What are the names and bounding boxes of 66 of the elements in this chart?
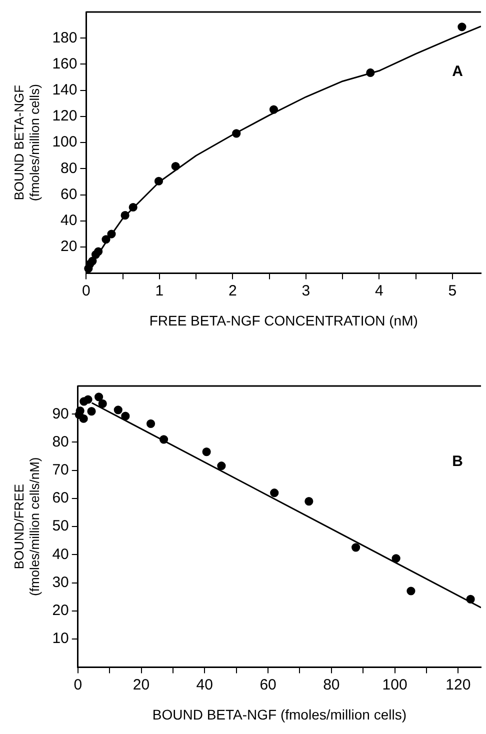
point (217, 462, 226, 470)
y-tick-label: 80 (60, 160, 78, 177)
point (79, 414, 88, 423)
x-tick-label: 4 (375, 282, 384, 300)
x-tick-label: 1 (155, 282, 164, 300)
y-tick-label: 90 (52, 405, 69, 422)
point (102, 235, 110, 244)
x-tick-label: 0 (82, 282, 90, 300)
y-tick-label: 100 (52, 134, 78, 151)
point (94, 247, 103, 256)
point (84, 395, 92, 404)
x-tick-label: 20 (132, 676, 150, 694)
y-tick-label: 60 (52, 490, 69, 507)
x-tick-label: 80 (323, 676, 340, 694)
y-tick-label: 30 (52, 574, 69, 591)
point (146, 419, 156, 428)
y-tick-label: 20 (52, 602, 69, 620)
annotation: B (452, 453, 464, 470)
point (202, 448, 211, 456)
point (392, 554, 400, 563)
y-tick-label: 140 (52, 82, 78, 98)
y-tick-label: 40 (52, 546, 69, 563)
point (121, 412, 130, 420)
y-tick-label: 180 (52, 29, 78, 46)
x-tick-label: 100 (382, 676, 408, 694)
point (88, 256, 97, 266)
point (466, 594, 475, 604)
x-tick-label: 40 (196, 676, 213, 694)
x-axis-title: FREE BETA-NGF CONCENTRATION (nM) (149, 312, 418, 328)
point (159, 435, 168, 444)
point (171, 162, 180, 171)
x-tick-label: 60 (260, 676, 276, 694)
point (120, 211, 130, 220)
point (458, 22, 466, 32)
point (128, 202, 138, 212)
x-tick-label: 2 (228, 282, 237, 300)
y-tick-label: 70 (52, 462, 69, 478)
x-tick-label: 120 (446, 676, 471, 694)
point (154, 176, 164, 186)
x-tick-label: 3 (302, 282, 310, 300)
point (304, 496, 314, 506)
point (232, 129, 241, 138)
y-tick-label: 60 (60, 186, 78, 203)
point (114, 406, 122, 414)
x-tick-label: 5 (448, 282, 457, 300)
y-tick-label: 120 (52, 108, 78, 125)
y-tick-label: 160 (52, 55, 78, 72)
point (269, 105, 278, 114)
y-tick-label: 50 (52, 518, 69, 535)
point (107, 230, 116, 238)
y-axis-title: BOUND BETA-NGF (fmoles/million cells) (11, 84, 42, 202)
point (87, 407, 96, 416)
annotation: A (452, 63, 464, 80)
y-tick-label: 40 (60, 212, 78, 230)
point (352, 543, 360, 552)
y-axis-title: BOUND/FREE (fmoles/million cells/nM) (11, 457, 42, 596)
point (94, 392, 104, 402)
point (98, 399, 107, 408)
y-tick-label: 80 (52, 433, 69, 450)
point (366, 68, 375, 78)
point (406, 586, 416, 596)
x-axis-title: BOUND BETA-NGF (fmoles/million cells) (152, 706, 406, 722)
point (270, 488, 279, 498)
y-tick-label: 10 (52, 630, 69, 648)
x-tick-label: 0 (74, 676, 82, 694)
y-tick-label: 20 (60, 238, 78, 256)
